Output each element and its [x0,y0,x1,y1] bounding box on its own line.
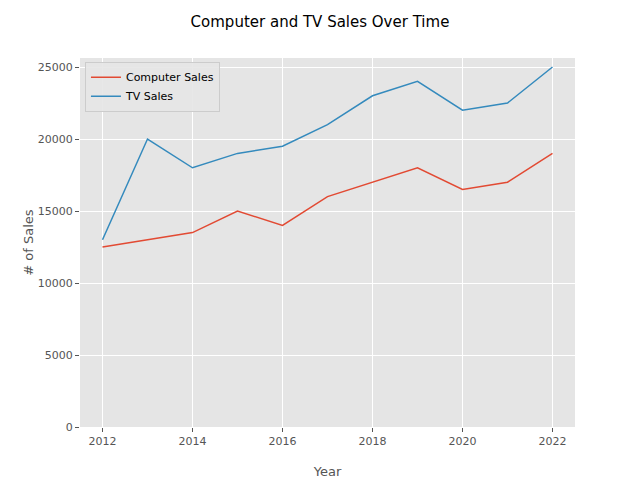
svg-text:Computer and TV Sales Over Tim: Computer and TV Sales Over Time [191,13,450,31]
svg-text:Computer Sales: Computer Sales [126,71,214,84]
svg-text:20000: 20000 [38,133,73,146]
svg-text:# of Sales: # of Sales [21,209,36,276]
svg-text:2012: 2012 [89,435,117,448]
svg-text:0: 0 [66,421,73,434]
svg-text:25000: 25000 [38,61,73,74]
svg-text:2014: 2014 [179,435,207,448]
svg-text:TV Sales: TV Sales [125,90,173,103]
svg-text:15000: 15000 [38,205,73,218]
svg-text:2018: 2018 [359,435,387,448]
svg-text:5000: 5000 [45,349,73,362]
svg-text:10000: 10000 [38,277,73,290]
svg-text:2016: 2016 [269,435,297,448]
svg-text:2022: 2022 [539,435,567,448]
svg-text:2020: 2020 [449,435,477,448]
svg-text:Year: Year [313,464,342,479]
